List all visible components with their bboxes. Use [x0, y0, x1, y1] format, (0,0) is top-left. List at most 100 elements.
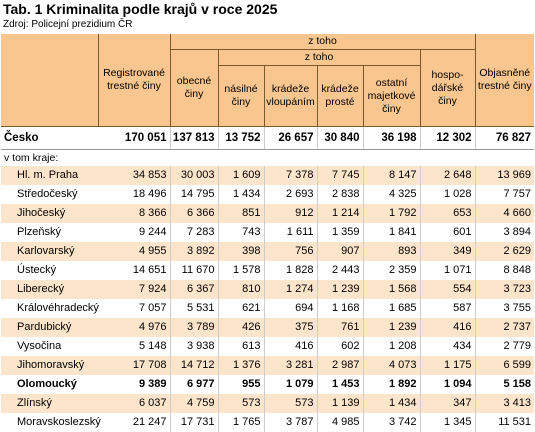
cell: 1 094	[420, 375, 475, 394]
cell: 602	[317, 337, 363, 356]
cell: 1 214	[317, 204, 363, 223]
cell: 3 755	[475, 299, 534, 318]
header-region	[1, 34, 98, 127]
cell: 8 366	[98, 204, 170, 223]
cell: 1 841	[363, 223, 420, 242]
cell: 30 840	[317, 127, 363, 150]
cell: 3 892	[170, 242, 218, 261]
cell: 1 792	[363, 204, 420, 223]
header-nasilne: násilné činy	[218, 66, 264, 127]
cell: 810	[218, 280, 264, 299]
cell: 12 302	[420, 127, 475, 150]
cell: 2 779	[475, 337, 534, 356]
row-name: Ústecký	[1, 261, 98, 280]
cell: 11 531	[475, 413, 534, 432]
cell: 3 938	[170, 337, 218, 356]
cell: 554	[420, 280, 475, 299]
cell: 2 359	[363, 261, 420, 280]
cell: 3 723	[475, 280, 534, 299]
cell: 21 247	[98, 413, 170, 432]
cell: 1 376	[218, 356, 264, 375]
table-row-total: Česko 170 051 137 813 13 752 26 657 30 8…	[1, 127, 534, 150]
cell: 137 813	[170, 127, 218, 150]
cell: 7 757	[475, 185, 534, 204]
cell: 30 003	[170, 166, 218, 185]
cell: 416	[264, 337, 317, 356]
cell: 7 745	[317, 166, 363, 185]
table-source: Zdroj: Policejní prezidium ČR	[3, 18, 133, 31]
cell: 5 531	[170, 299, 218, 318]
cell: 1 578	[218, 261, 264, 280]
cell: 6 366	[170, 204, 218, 223]
cell: 1 685	[363, 299, 420, 318]
cell: 613	[218, 337, 264, 356]
row-name: Hl. m. Praha	[1, 166, 98, 185]
row-name: Moravskoslezský	[1, 413, 98, 432]
cell: 5 158	[475, 375, 534, 394]
cell: 7 378	[264, 166, 317, 185]
cell: 14 651	[98, 261, 170, 280]
row-name: Vysočina	[1, 337, 98, 356]
row-name: Jihomoravský	[1, 356, 98, 375]
cell: 1 568	[363, 280, 420, 299]
cell: 1 892	[363, 375, 420, 394]
header-ostatni-majetkove: ostatní majetkové činy	[363, 66, 420, 127]
cell: 2 693	[264, 185, 317, 204]
cell: 426	[218, 318, 264, 337]
cell: 4 073	[363, 356, 420, 375]
cell: 398	[218, 242, 264, 261]
cell: 349	[420, 242, 475, 261]
cell: 8 848	[475, 261, 534, 280]
cell: 2 838	[317, 185, 363, 204]
cell: 1 071	[420, 261, 475, 280]
cell: 1 168	[317, 299, 363, 318]
cell: 653	[420, 204, 475, 223]
section-row: v tom kraje:	[1, 150, 534, 167]
cell: 1 434	[218, 185, 264, 204]
cell: 416	[420, 318, 475, 337]
cell: 621	[218, 299, 264, 318]
cell: 4 325	[363, 185, 420, 204]
cell: 1 274	[264, 280, 317, 299]
cell: 2 629	[475, 242, 534, 261]
cell: 14 795	[170, 185, 218, 204]
cell: 893	[363, 242, 420, 261]
cell: 375	[264, 318, 317, 337]
cell: 3 742	[363, 413, 420, 432]
cell: 5 148	[98, 337, 170, 356]
row-name: Jihočeský	[1, 204, 98, 223]
cell: 26 657	[264, 127, 317, 150]
crime-table: Registrované trestné činy z toho Objasně…	[1, 34, 534, 432]
table-body: Česko 170 051 137 813 13 752 26 657 30 8…	[1, 127, 534, 432]
cell: 1 828	[264, 261, 317, 280]
cell: 2 737	[475, 318, 534, 337]
cell: 912	[264, 204, 317, 223]
cell: 4 955	[98, 242, 170, 261]
cell: 170 051	[98, 127, 170, 150]
cell: 1 609	[218, 166, 264, 185]
cell: 17 708	[98, 356, 170, 375]
cell: 587	[420, 299, 475, 318]
row-name: Olomoucký	[1, 375, 98, 394]
cell: 18 496	[98, 185, 170, 204]
cell: 3 894	[475, 223, 534, 242]
cell: 17 731	[170, 413, 218, 432]
cell: 6 367	[170, 280, 218, 299]
cell: 13 969	[475, 166, 534, 185]
header-objasnene: Objasněné trestné činy	[475, 34, 534, 127]
cell: 1 765	[218, 413, 264, 432]
cell: 11 670	[170, 261, 218, 280]
cell: 851	[218, 204, 264, 223]
cell: 694	[264, 299, 317, 318]
cell: 4 985	[317, 413, 363, 432]
cell: 1 345	[420, 413, 475, 432]
cell: 434	[420, 337, 475, 356]
header-kradeze-vloupanim: krádeže vloupáním	[264, 66, 317, 127]
